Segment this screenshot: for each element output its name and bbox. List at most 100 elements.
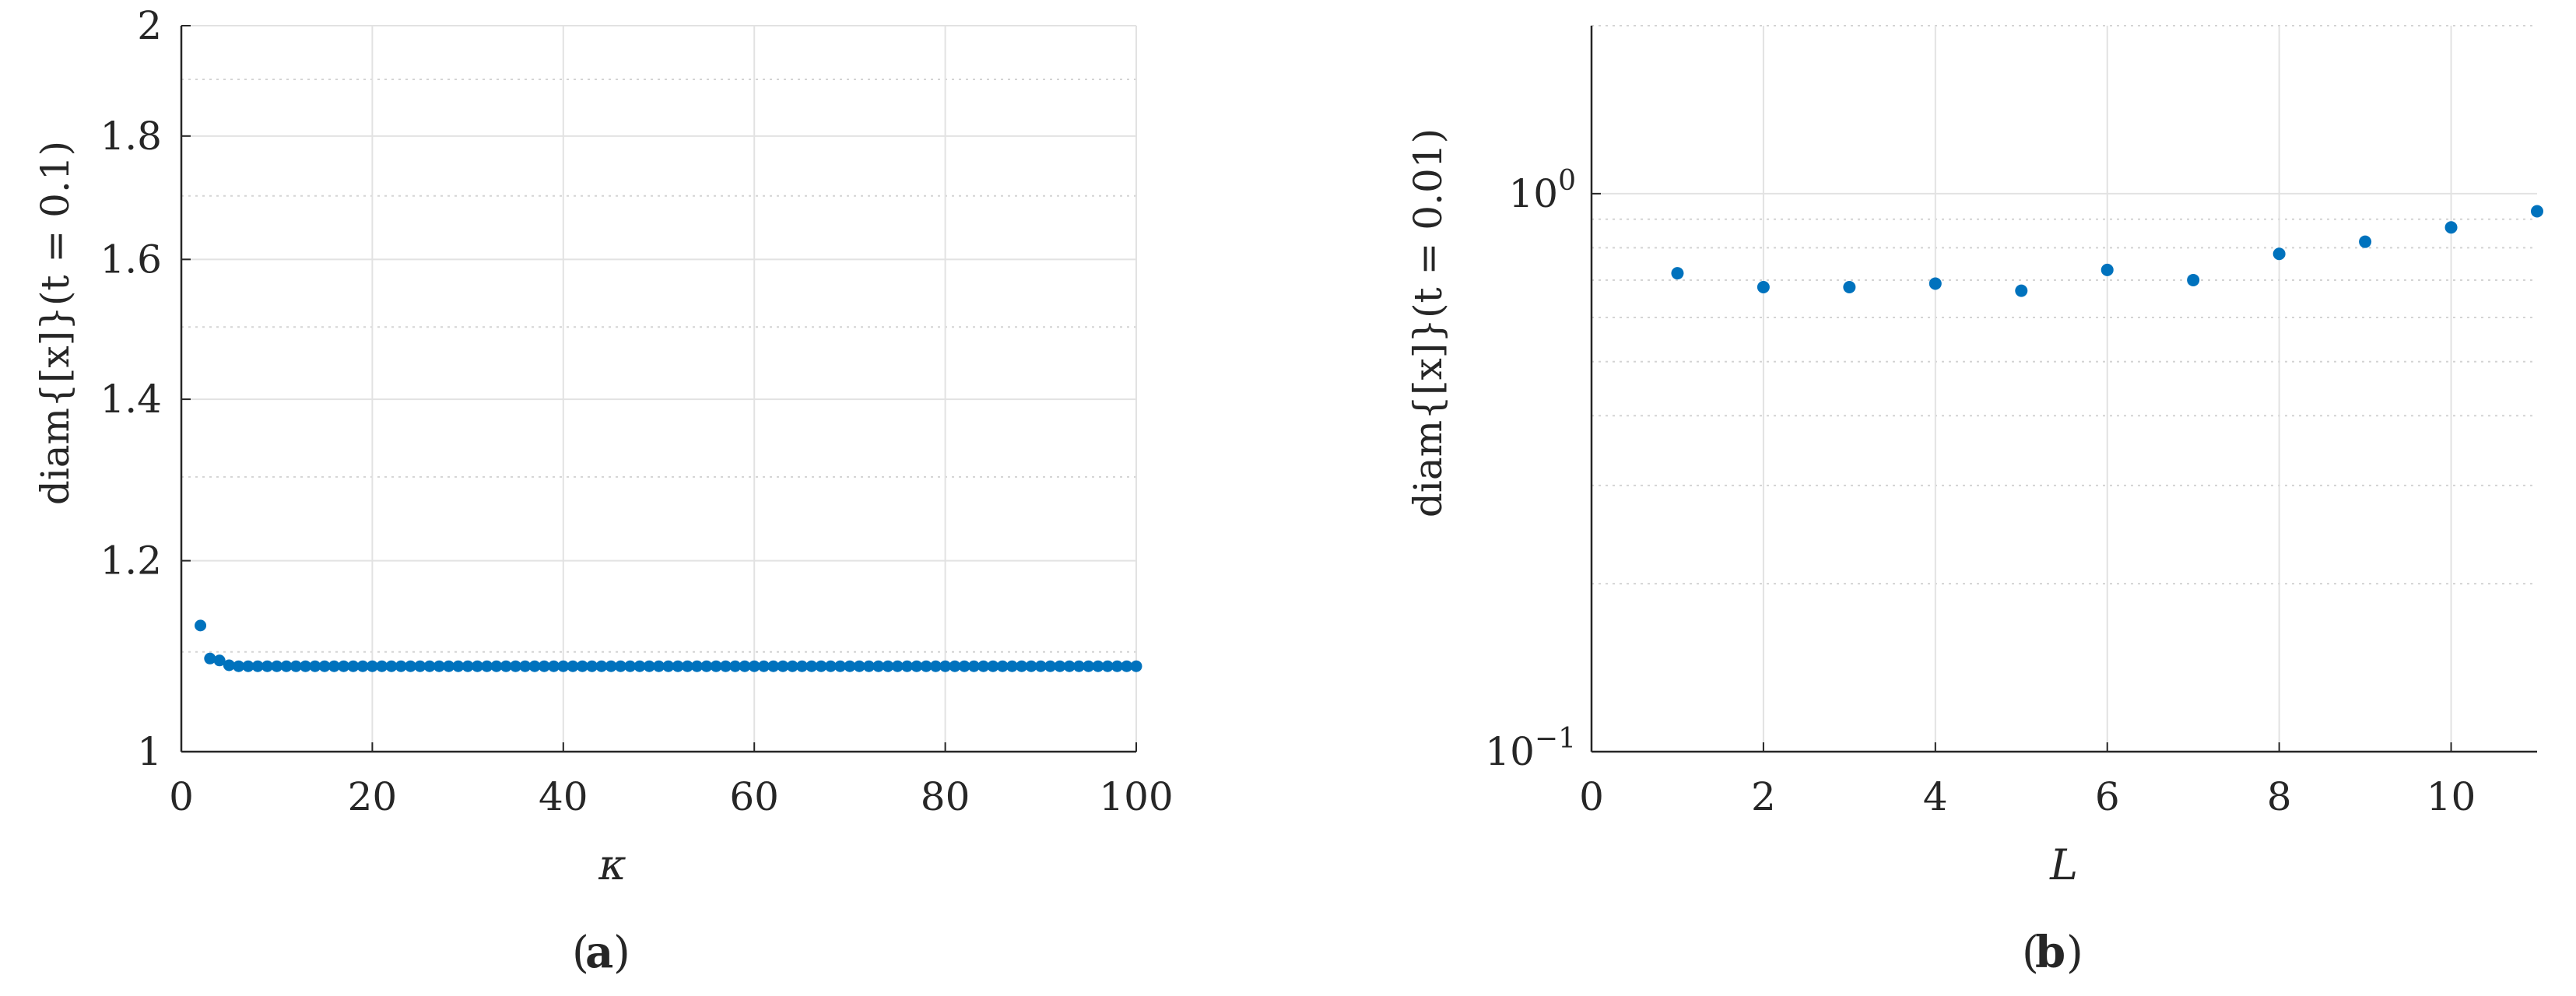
panel-a-x-tick-label: 20 bbox=[348, 774, 398, 819]
panel-a-data-point bbox=[653, 660, 665, 672]
panel-b-points bbox=[1671, 205, 2543, 297]
panel-b-x-axis-label: L bbox=[2049, 840, 2078, 889]
panel-a-data-point bbox=[853, 660, 865, 672]
panel-a-data-point bbox=[739, 660, 751, 672]
panel-a-data-point bbox=[242, 660, 254, 672]
panel-b-data-point bbox=[2272, 247, 2286, 261]
panel-b-y-axis-label: diam{[x]}(t = 0.01) bbox=[1406, 128, 1451, 517]
panel-a-data-point bbox=[796, 660, 809, 672]
panel-a-data-point bbox=[233, 660, 245, 672]
panel-b-data-point bbox=[1671, 267, 1684, 280]
panel-a-data-point bbox=[557, 660, 570, 672]
panel-b-data-point bbox=[2100, 263, 2114, 276]
panel-a-data-point bbox=[672, 660, 684, 672]
panel-a-data-point bbox=[347, 660, 360, 672]
panel-a-data-point bbox=[481, 660, 493, 672]
panel-a-data-point bbox=[767, 660, 780, 672]
panel-a-data-point bbox=[911, 660, 923, 672]
panel-a-data-point bbox=[309, 660, 321, 672]
panel-a-data-point bbox=[882, 660, 894, 672]
svg-text:): ) bbox=[613, 928, 630, 978]
panel-a-data-point bbox=[213, 654, 226, 667]
panel-a-data-point bbox=[844, 660, 856, 672]
panel-a-data-point bbox=[996, 660, 1009, 672]
panel-a-data-point bbox=[891, 660, 904, 672]
panel-a-y-axis-label: diam{[x]}(t = 0.1) bbox=[33, 141, 78, 505]
panel-a-data-point bbox=[901, 660, 914, 672]
panel-a-data-point bbox=[300, 660, 312, 672]
panel-b-x-tick-label: 8 bbox=[2267, 774, 2292, 819]
panel-a-data-point bbox=[1044, 660, 1057, 672]
panel-a-data-point bbox=[595, 660, 608, 672]
panel-a-data-point bbox=[433, 660, 445, 672]
panel-a-data-point bbox=[748, 660, 760, 672]
panel-a-data-point bbox=[862, 660, 875, 672]
panel-a-data-point bbox=[290, 660, 302, 672]
panel-a-data-point bbox=[1092, 660, 1104, 672]
panel-b-x-tick-labels: 0 2 4 6 8 10 bbox=[1579, 774, 2476, 819]
panel-a-data-point bbox=[958, 660, 970, 672]
panel-a-y-tick-label: 1.8 bbox=[100, 114, 162, 159]
panel-b-y-tick-label: 10−1 bbox=[1485, 723, 1576, 774]
panel-a-y-tick-label: 1.2 bbox=[100, 538, 162, 584]
panel-a-data-point bbox=[195, 619, 207, 632]
panel-a-data-point bbox=[633, 660, 646, 672]
panel-a-data-point bbox=[404, 660, 416, 672]
panel-a-data-point bbox=[939, 660, 952, 672]
panel-a-x-tick-label: 80 bbox=[921, 774, 970, 819]
panel-b-chart: 0 2 4 6 8 10 10−1 100 L diam{[x]}(t = 0.01) ( … bbox=[1406, 25, 2543, 978]
svg-text:(: ( bbox=[2022, 928, 2039, 978]
panel-a-data-point bbox=[318, 660, 331, 672]
panel-a-data-point bbox=[576, 660, 588, 672]
panel-a-data-point bbox=[1016, 660, 1028, 672]
panel-a-x-tick-label: 100 bbox=[1099, 774, 1173, 819]
panel-b-grid bbox=[1591, 25, 2537, 752]
panel-a-data-point bbox=[920, 660, 932, 672]
panel-b-data-point bbox=[2015, 284, 2028, 297]
panel-b-data-point bbox=[2359, 235, 2372, 248]
panel-a-data-point bbox=[1101, 660, 1114, 672]
panel-b-x-tick-label: 4 bbox=[1923, 774, 1948, 819]
panel-b-data-point bbox=[2531, 205, 2543, 218]
panel-a-data-point bbox=[423, 660, 436, 672]
panel-b-data-point bbox=[1757, 280, 1770, 293]
panel-a-data-point bbox=[356, 660, 369, 672]
panel-a-data-point bbox=[834, 660, 847, 672]
panel-a-points bbox=[195, 619, 1142, 672]
panel-a-data-point bbox=[977, 660, 990, 672]
panel-a-data-point bbox=[251, 660, 264, 672]
panel-a-data-point bbox=[443, 660, 455, 672]
panel-a-grid bbox=[181, 25, 1137, 752]
panel-a-y-tick-label: 1.6 bbox=[100, 237, 162, 282]
panel-b-data-point bbox=[2444, 221, 2458, 234]
panel-a-data-point bbox=[1005, 660, 1018, 672]
panel-a-data-point bbox=[1121, 660, 1133, 672]
panel-a-data-point bbox=[1130, 660, 1142, 672]
panel-a-data-point bbox=[729, 660, 742, 672]
panel-a-y-tick-labels: 1 1.2 1.4 1.6 1.8 2 bbox=[100, 3, 162, 774]
panel-a-data-point bbox=[1034, 660, 1047, 672]
panel-a-data-point bbox=[500, 660, 512, 672]
panel-a-data-point bbox=[691, 660, 704, 672]
panel-a-data-point bbox=[662, 660, 675, 672]
panel-a-data-point bbox=[414, 660, 426, 672]
panel-a-data-point bbox=[328, 660, 340, 672]
panel-a-data-point bbox=[1072, 660, 1085, 672]
panel-a-data-point bbox=[462, 660, 474, 672]
panel-b-data-point bbox=[1843, 280, 1856, 293]
panel-a-axes bbox=[180, 25, 1137, 753]
panel-a-x-tick-labels: 0 20 40 60 80 100 bbox=[169, 774, 1174, 819]
panel-a-chart: 0 20 40 60 80 100 1 1.2 1.4 1.6 1.8 2 κ diam{[x]}(… bbox=[33, 3, 1174, 978]
panel-a-data-point bbox=[271, 660, 283, 672]
panel-a-data-point bbox=[777, 660, 789, 672]
panel-a-caption: ( a ) bbox=[572, 927, 630, 978]
panel-a-data-point bbox=[719, 660, 732, 672]
panel-a-data-point bbox=[509, 660, 521, 672]
svg-text:): ) bbox=[2066, 928, 2083, 978]
panel-a-data-point bbox=[528, 660, 541, 672]
panel-a-data-point bbox=[223, 659, 235, 672]
panel-a-data-point bbox=[385, 660, 398, 672]
panel-a-data-point bbox=[757, 660, 770, 672]
panel-a-data-point bbox=[1054, 660, 1066, 672]
panel-a-data-point bbox=[929, 660, 942, 672]
